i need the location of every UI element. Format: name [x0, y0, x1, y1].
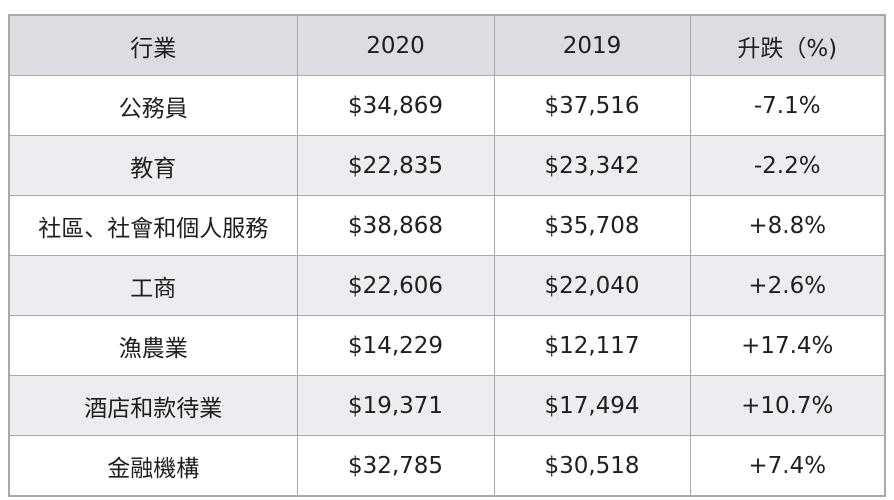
cell-2019: $30,518	[493, 435, 691, 497]
cell-change: +8.8%	[689, 195, 886, 256]
cell-change: -2.2%	[689, 135, 886, 196]
table-row: 金融機構 $32,785 $30,518 +7.4%	[8, 435, 886, 497]
table-header-row: 行業 2020 2019 升跌（%)	[8, 14, 886, 76]
salary-table-container: 行業 2020 2019 升跌（%) 公務員 $34,869 $37,516 -…	[8, 14, 886, 497]
cell-2020: $22,835	[296, 135, 495, 196]
header-change-percent: 升跌（%)	[689, 14, 886, 76]
cell-change: +10.7%	[689, 375, 886, 436]
header-2020: 2020	[296, 14, 495, 76]
cell-industry: 工商	[8, 255, 298, 316]
cell-2020: $14,229	[296, 315, 495, 376]
cell-change: +7.4%	[689, 435, 886, 497]
cell-2020: $19,371	[296, 375, 495, 436]
cell-2019: $22,040	[493, 255, 691, 316]
cell-2019: $37,516	[493, 75, 691, 136]
cell-industry: 漁農業	[8, 315, 298, 376]
cell-2019: $35,708	[493, 195, 691, 256]
cell-change: +2.6%	[689, 255, 886, 316]
cell-industry: 社區、社會和個人服務	[8, 195, 298, 256]
table-row: 工商 $22,606 $22,040 +2.6%	[8, 255, 886, 316]
cell-2020: $34,869	[296, 75, 495, 136]
cell-industry: 公務員	[8, 75, 298, 136]
table-row: 漁農業 $14,229 $12,117 +17.4%	[8, 315, 886, 376]
cell-2020: $38,868	[296, 195, 495, 256]
cell-2019: $12,117	[493, 315, 691, 376]
cell-change: -7.1%	[689, 75, 886, 136]
cell-2020: $22,606	[296, 255, 495, 316]
table-row: 教育 $22,835 $23,342 -2.2%	[8, 135, 886, 196]
cell-2019: $17,494	[493, 375, 691, 436]
header-2019: 2019	[493, 14, 691, 76]
cell-industry: 金融機構	[8, 435, 298, 497]
cell-industry: 教育	[8, 135, 298, 196]
table-row: 社區、社會和個人服務 $38,868 $35,708 +8.8%	[8, 195, 886, 256]
table-row: 公務員 $34,869 $37,516 -7.1%	[8, 75, 886, 136]
cell-change: +17.4%	[689, 315, 886, 376]
table-row: 酒店和款待業 $19,371 $17,494 +10.7%	[8, 375, 886, 436]
header-industry: 行業	[8, 14, 298, 76]
cell-industry: 酒店和款待業	[8, 375, 298, 436]
cell-2019: $23,342	[493, 135, 691, 196]
cell-2020: $32,785	[296, 435, 495, 497]
salary-comparison-table: 行業 2020 2019 升跌（%) 公務員 $34,869 $37,516 -…	[8, 14, 886, 497]
